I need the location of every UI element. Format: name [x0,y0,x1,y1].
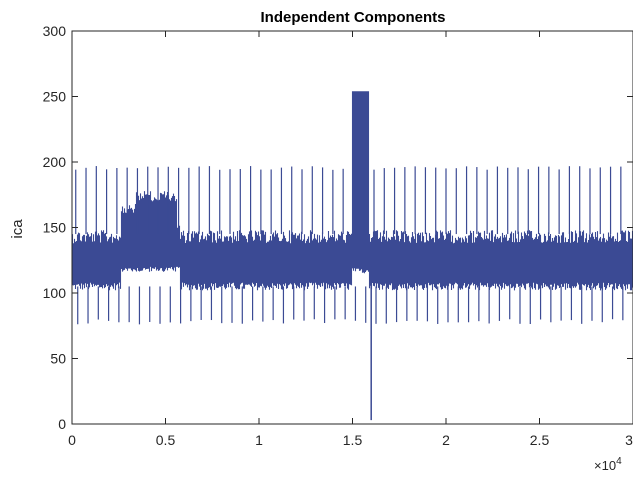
plot-area [72,91,633,421]
x-tick-label: 1 [255,432,263,448]
y-tick-label: 250 [43,89,67,105]
chart-title: Independent Components [261,9,446,26]
x-exponent-base: ×10 [594,458,616,473]
y-tick-label: 0 [58,416,66,432]
x-exponent-power: 4 [616,456,622,467]
y-tick-label: 200 [43,154,67,170]
x-tick-label: 0 [68,432,76,448]
x-tick-label: 3 [625,432,633,448]
x-tick-label: 1.5 [343,432,363,448]
x-tick-label: 2 [442,432,450,448]
axes: 0 50 100 150 200 250 300 0 0.5 1 1.5 2 2.5 3 [43,23,633,448]
y-tick-label: 300 [43,23,67,39]
x-tick-label: 0.5 [156,432,176,448]
y-tick-label: 150 [43,220,67,236]
y-tick-label: 50 [50,351,66,367]
x-tick-label: 2.5 [530,432,550,448]
x-exponent-label: ×104 [594,456,622,473]
spike-group [75,166,624,325]
y-tick-label: 100 [43,285,67,301]
y-axis-label: ica [9,219,26,239]
